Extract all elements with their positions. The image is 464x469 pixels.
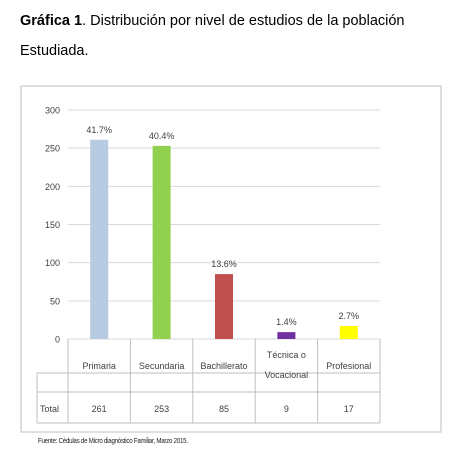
table-value: 17 xyxy=(344,404,354,414)
caption-text: . Distribución por nivel de estudios de … xyxy=(20,13,405,59)
x-category-label: Profesional xyxy=(326,361,371,371)
bar-percent-label: 41.7% xyxy=(86,125,112,135)
y-tick-label: 50 xyxy=(50,296,60,306)
table-row-label: Total xyxy=(40,404,59,414)
y-tick-label: 0 xyxy=(55,335,60,345)
bar-percent-label: 40.4% xyxy=(149,131,175,141)
table-value: 261 xyxy=(92,404,107,414)
x-category-label: Bachillerato xyxy=(200,361,247,371)
y-tick-label: 250 xyxy=(45,144,60,154)
source-note: Fuente: Cédulas de Micro diagnóstico Fam… xyxy=(38,436,188,445)
bar-percent-label: 2.7% xyxy=(339,311,360,321)
y-tick-label: 150 xyxy=(45,220,60,230)
bar xyxy=(215,274,233,339)
x-category-label: Secundaria xyxy=(139,361,185,371)
y-tick-label: 100 xyxy=(45,258,60,268)
y-tick-label: 200 xyxy=(45,182,60,192)
bar xyxy=(339,326,358,339)
caption-label: Gráfica 1 xyxy=(20,13,83,29)
bar-percent-label: 1.4% xyxy=(276,317,297,327)
bar xyxy=(90,139,109,339)
table-value: 9 xyxy=(284,404,289,414)
x-category-label: Técnica o Vocacional xyxy=(265,350,309,380)
bar xyxy=(152,145,171,339)
x-category-label: Primaria xyxy=(82,361,116,371)
table-value: 253 xyxy=(154,404,169,414)
y-tick-label: 300 xyxy=(45,106,60,116)
chart-caption: Gráfica 1. Distribución por nivel de est… xyxy=(20,6,460,66)
bar-percent-label: 13.6% xyxy=(211,259,237,269)
bar xyxy=(277,332,296,339)
table-value: 85 xyxy=(219,404,229,414)
